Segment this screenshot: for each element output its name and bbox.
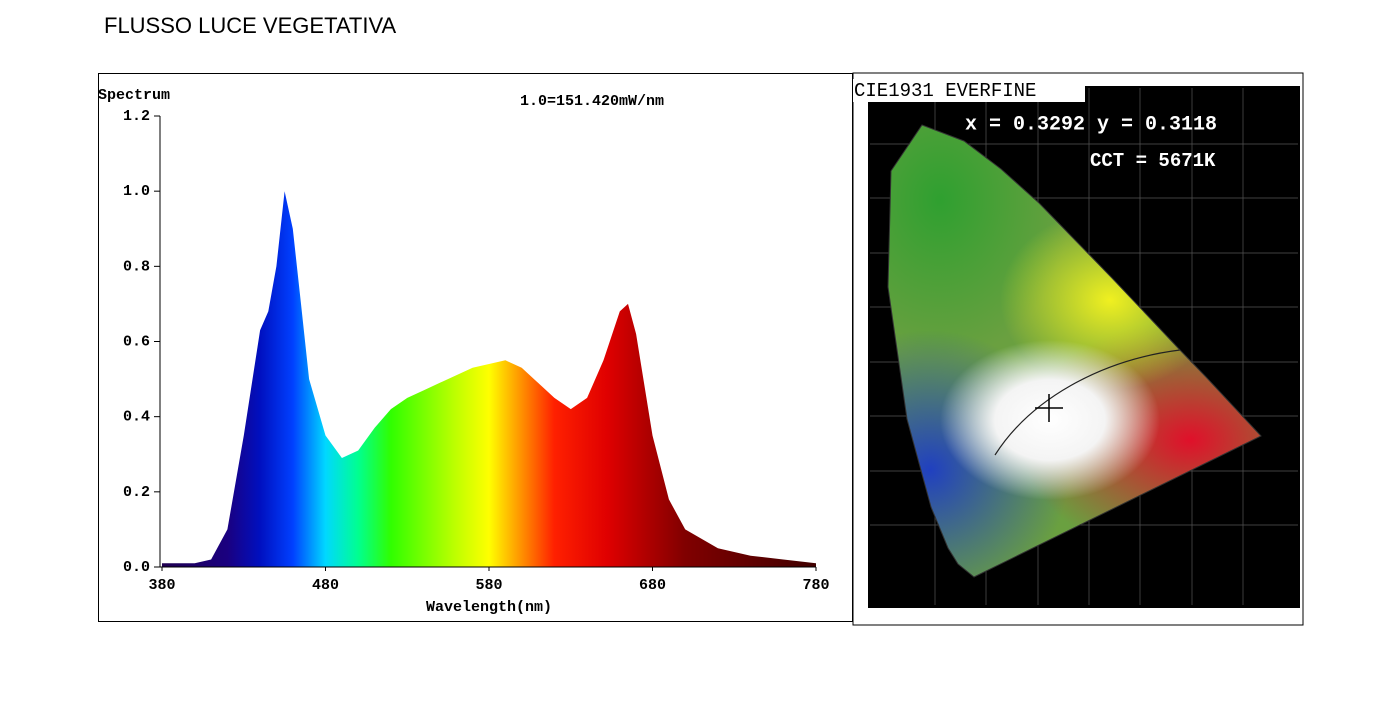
cie-coordinates: x = 0.3292 y = 0.3118 (965, 113, 1217, 136)
y-tick-label: 0.2 (123, 484, 150, 501)
cie-title-box (853, 79, 1085, 102)
y-tick-label: 1.2 (123, 108, 150, 125)
x-tick-label: 480 (312, 577, 339, 594)
x-axis-label: Wavelength(nm) (426, 599, 552, 616)
x-tick-label: 380 (148, 577, 175, 594)
cie-cct: CCT = 5671K (1090, 150, 1216, 172)
spectrum-area (162, 191, 816, 567)
y-tick-label: 0.6 (123, 333, 150, 350)
cie-crosshair (1035, 394, 1063, 422)
annotation: 1.0=151.420mW/nm (520, 93, 664, 110)
spectrum-chart: Spectrum 1.0=151.420mW/nm Wavelength(nm) 0.… (98, 87, 830, 616)
y-axis-label: Spectrum (98, 87, 170, 104)
x-tick-label: 680 (639, 577, 666, 594)
x-tick-label: 580 (475, 577, 502, 594)
x-tick-label: 780 (802, 577, 829, 594)
cie-panel: CIE1931 EVERFINE x = 0.3292 y = 0.3118 C… (852, 72, 1304, 626)
cie-title: CIE1931 EVERFINE (854, 80, 1036, 102)
cie-outline (887, 124, 1262, 578)
y-tick-label: 0.0 (123, 559, 150, 576)
y-tick-label: 0.4 (123, 409, 150, 426)
page-title: FLUSSO LUCE VEGETATIVA (104, 13, 397, 38)
y-tick-label: 1.0 (123, 183, 150, 200)
y-tick-label: 0.8 (123, 258, 150, 275)
